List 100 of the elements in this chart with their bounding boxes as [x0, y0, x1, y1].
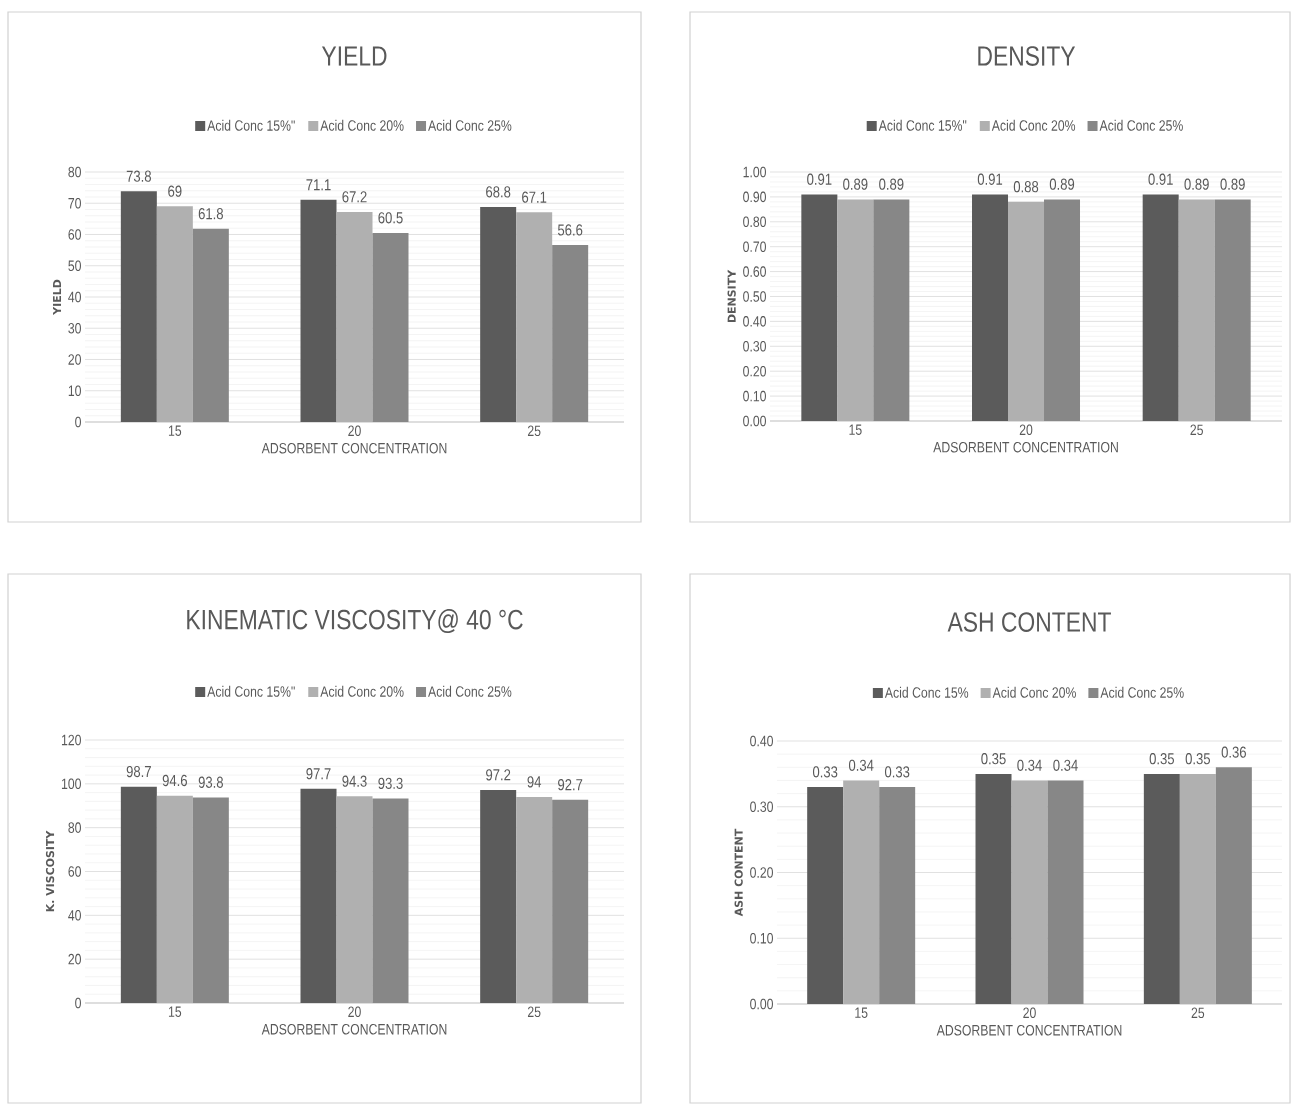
y-tick-label: 80: [68, 822, 81, 833]
data-label: 56.6: [557, 224, 583, 236]
legend-label: Acid Conc 20%: [320, 119, 404, 131]
legend-label: Acid Conc 15%": [207, 685, 295, 697]
data-label: 0.88: [1013, 181, 1039, 193]
y-tick-label: 40: [68, 291, 81, 303]
y-tick-label: 10: [68, 385, 81, 397]
legend-label: Acid Conc 15%": [207, 119, 295, 131]
x-tick-label: 20: [1019, 424, 1033, 436]
data-label: 94.3: [342, 775, 367, 787]
data-label: 0.89: [879, 178, 904, 190]
x-tick-label: 25: [527, 1006, 541, 1018]
data-label: 0.91: [1148, 173, 1173, 185]
legend-label: Acid Conc 20%: [992, 686, 1076, 698]
y-tick-label: 0.40: [750, 735, 773, 747]
y-tick-label: 0.30: [750, 801, 773, 813]
y-tick-label: 70: [68, 197, 81, 209]
y-tick-label: 30: [68, 322, 81, 334]
data-label: 92.7: [558, 779, 583, 791]
data-label: 0.89: [1220, 178, 1245, 190]
data-label: 97.2: [486, 769, 511, 781]
data-label: 0.35: [981, 753, 1006, 765]
data-label: 0.34: [848, 759, 874, 771]
legend-label: Acid Conc 25%: [428, 119, 512, 131]
data-label: 94: [527, 776, 542, 788]
y-tick-label: 1.00: [743, 166, 766, 178]
y-tick-label: 0.60: [743, 266, 766, 277]
y-tick-label: 0.40: [743, 316, 766, 327]
data-label: 0.33: [812, 766, 838, 778]
chart-title: YIELD: [321, 46, 387, 66]
x-tick-label: 15: [168, 1006, 182, 1017]
data-label: 0.34: [1017, 759, 1042, 771]
bar: [552, 245, 589, 422]
x-tick-label: 15: [849, 424, 862, 435]
y-tick-label: 0.50: [743, 291, 766, 302]
y-tick-label: 0: [75, 997, 81, 1009]
y-tick-label: 0.70: [743, 241, 766, 252]
y-tick-label: 120: [61, 734, 81, 746]
y-tick-label: 60: [68, 866, 81, 877]
legend-label: Acid Conc 20%: [320, 685, 404, 697]
data-label: 67.2: [342, 191, 367, 203]
y-tick-label: 0.00: [743, 415, 766, 427]
y-tick-label: 0.10: [743, 390, 766, 402]
data-label: 0.91: [977, 173, 1003, 185]
x-tick-label: 15: [168, 425, 182, 436]
y-tick-label: 40: [68, 910, 81, 921]
y-tick-label: 0: [75, 416, 81, 428]
y-tick-label: 0.00: [750, 998, 773, 1010]
bar: [156, 206, 193, 422]
x-tick-label: 20: [348, 1006, 361, 1018]
data-label: 93.3: [378, 777, 403, 789]
y-tick-label: 0.90: [743, 191, 766, 203]
legend-label: Acid Conc 25%: [1100, 686, 1184, 698]
bar: [516, 212, 553, 422]
bar: [120, 191, 157, 422]
x-axis-title: ADSORBENT CONCENTRATION: [261, 442, 447, 454]
bar: [480, 207, 517, 422]
y-tick-label: 0.20: [750, 867, 773, 878]
y-tick-label: 50: [68, 260, 81, 272]
data-label: 0.34: [1053, 759, 1078, 771]
x-tick-label: 20: [1023, 1007, 1036, 1019]
data-label: 0.33: [884, 766, 910, 778]
chart-title: ASH CONTENT: [947, 612, 1111, 632]
chart-title: DENSITY: [978, 46, 1076, 66]
x-tick-label: 20: [348, 425, 361, 437]
data-label: 0.89: [1049, 178, 1075, 190]
legend-label: Acid Conc 25%: [428, 685, 512, 697]
bar: [336, 212, 373, 422]
chart-title: KINEMATIC VISCOSITY@ 40 °C: [187, 608, 523, 634]
data-label: 94.6: [162, 774, 187, 787]
y-axis-title: ASH CONTENT: [734, 828, 743, 917]
data-label: 0.35: [1149, 753, 1175, 765]
data-label: 0.89: [1184, 178, 1209, 190]
data-label: 93.8: [198, 776, 223, 788]
y-tick-label: 20: [68, 953, 81, 965]
legend-label: Acid Conc 25%: [1099, 119, 1183, 131]
legend-label: Acid Conc 20%: [991, 119, 1076, 131]
x-tick-label: 25: [527, 425, 541, 437]
x-axis-title: ADSORBENT CONCENTRATION: [936, 1024, 1122, 1036]
data-label: 71.1: [306, 179, 331, 191]
y-tick-label: 0.20: [743, 365, 766, 377]
data-label: 68.8: [486, 186, 511, 198]
y-tick-label: 60: [68, 229, 81, 240]
data-label: 0.89: [843, 178, 868, 190]
y-tick-label: 20: [68, 354, 81, 365]
data-label: 67.1: [522, 191, 547, 203]
y-axis-title: K. VISCOSITY: [45, 830, 55, 912]
bar: [300, 199, 337, 422]
y-tick-label: 0.80: [743, 216, 766, 228]
x-tick-label: 25: [1191, 1007, 1205, 1019]
y-axis-title: YIELD: [53, 279, 62, 315]
legend-label: Acid Conc 15%": [878, 119, 967, 131]
y-tick-label: 0.10: [750, 932, 773, 944]
y-axis-title: DENSITY: [727, 269, 736, 323]
data-label: 0.36: [1221, 746, 1246, 758]
bar: [192, 228, 229, 422]
data-label: 61.8: [198, 208, 223, 220]
x-tick-label: 15: [855, 1007, 868, 1018]
y-tick-label: 100: [61, 778, 81, 790]
data-label: 0.91: [807, 173, 832, 185]
